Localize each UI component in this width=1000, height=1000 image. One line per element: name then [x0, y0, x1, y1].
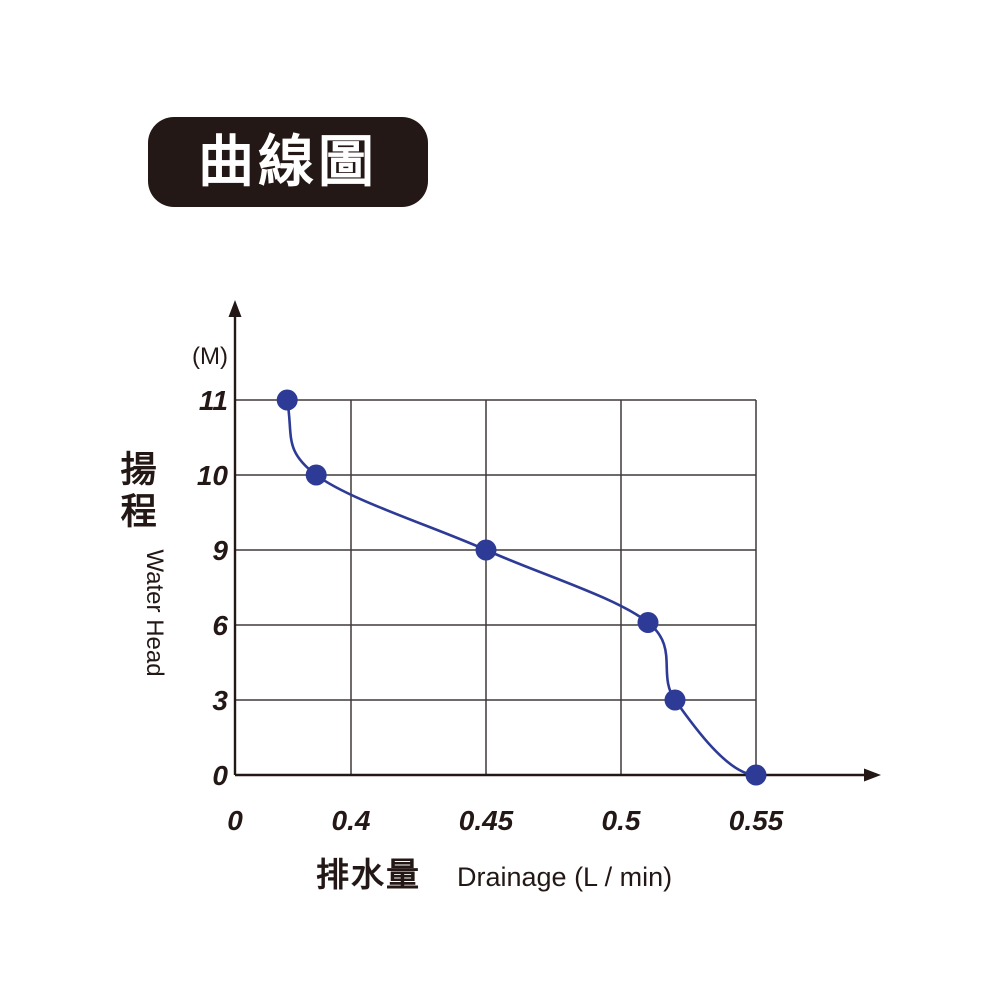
y-tick-label: 11 [199, 385, 228, 416]
x-axis-title-en: Drainage (L / min) [457, 862, 673, 892]
data-point [745, 764, 767, 786]
y-tick-label: 3 [212, 685, 228, 716]
grid-lines [235, 399, 757, 775]
x-tick-label: 0.45 [459, 805, 514, 836]
x-tick-label: 0.4 [332, 805, 371, 836]
x-axis-title: 排水量 Drainage (L / min) [316, 848, 672, 896]
data-point [475, 539, 497, 561]
y-tick-label: 0 [212, 760, 228, 791]
data-point [637, 612, 659, 633]
y-axis-unit: (M) [192, 343, 228, 370]
y-axis-arrow-icon [228, 300, 242, 317]
x-axis-title-cjk: 排水量 [316, 856, 421, 893]
y-tick-label: 9 [212, 535, 228, 566]
data-point [664, 689, 686, 711]
y-tick-label: 10 [197, 460, 229, 491]
data-point [276, 389, 298, 411]
x-tick-label: 0 [227, 805, 243, 836]
y-axis-title-en: Water Head [141, 549, 168, 676]
x-axis-arrow-icon [864, 768, 881, 782]
x-tick-label: 0.5 [602, 805, 641, 836]
curve-line [285, 399, 757, 777]
title-badge-label: 曲線圖 [198, 130, 378, 193]
title-badge: 曲線圖 [148, 117, 428, 207]
y-tick-label: 6 [212, 610, 228, 641]
data-point [305, 464, 327, 486]
data-points [276, 389, 767, 786]
x-tick-label: 0.55 [729, 805, 784, 836]
y-axis-title-cjk: 揚程 [115, 450, 157, 534]
